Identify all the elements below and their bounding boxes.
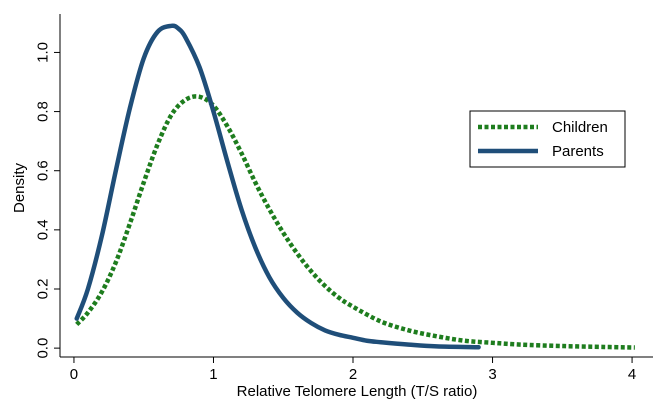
x-tick-label: 4 — [628, 366, 636, 383]
y-tick-label: 0.0 — [34, 338, 51, 359]
y-tick-label: 0.6 — [34, 160, 51, 181]
plot-background — [60, 14, 653, 357]
legend-label-children: Children — [552, 119, 608, 136]
y-tick-label: 1.0 — [34, 42, 51, 63]
x-tick-label: 2 — [349, 366, 357, 383]
y-axis-ticks: 0.0 0.2 0.4 0.6 0.8 1.0 — [34, 42, 60, 359]
y-axis-title: Density — [11, 162, 28, 213]
legend-label-parents: Parents — [552, 143, 604, 160]
y-tick-label: 0.8 — [34, 101, 51, 122]
y-tick-label: 0.4 — [34, 219, 51, 240]
x-tick-label: 0 — [70, 366, 78, 383]
x-tick-label: 1 — [209, 366, 217, 383]
x-axis-ticks: 0 1 2 3 4 — [70, 357, 636, 383]
plot-area — [60, 14, 653, 357]
y-tick-label: 0.2 — [34, 279, 51, 300]
x-axis-title: Relative Telomere Length (T/S ratio) — [237, 383, 478, 400]
x-tick-label: 3 — [488, 366, 496, 383]
legend: Children Parents — [470, 111, 625, 167]
